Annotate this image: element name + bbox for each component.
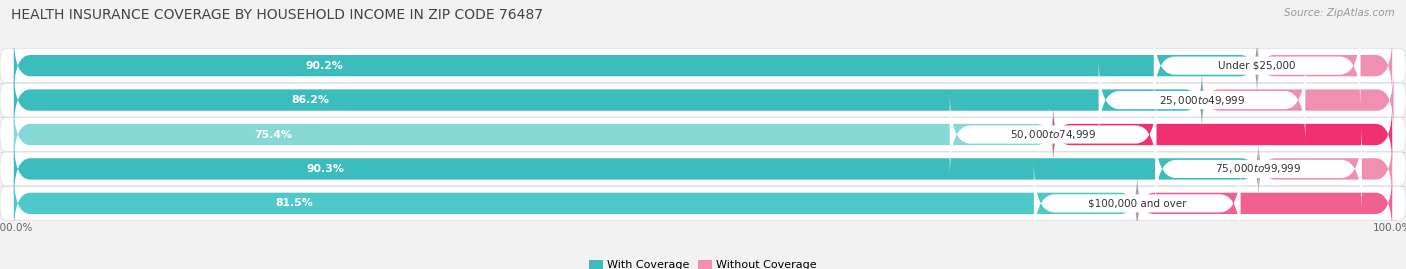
FancyBboxPatch shape	[14, 35, 1257, 96]
FancyBboxPatch shape	[0, 118, 1406, 151]
Text: $50,000 to $74,999: $50,000 to $74,999	[1010, 128, 1097, 141]
FancyBboxPatch shape	[1258, 138, 1392, 200]
FancyBboxPatch shape	[0, 49, 1406, 83]
Text: 90.3%: 90.3%	[307, 164, 344, 174]
FancyBboxPatch shape	[0, 83, 1406, 117]
FancyBboxPatch shape	[1154, 23, 1361, 108]
FancyBboxPatch shape	[14, 104, 1053, 165]
Text: 86.2%: 86.2%	[292, 95, 330, 105]
Text: $100,000 and over: $100,000 and over	[1088, 198, 1187, 208]
FancyBboxPatch shape	[1202, 69, 1393, 131]
Text: 90.2%: 90.2%	[305, 61, 343, 71]
FancyBboxPatch shape	[0, 186, 1406, 220]
Text: 75.4%: 75.4%	[254, 129, 292, 140]
Legend: With Coverage, Without Coverage: With Coverage, Without Coverage	[589, 260, 817, 269]
FancyBboxPatch shape	[1137, 173, 1392, 234]
FancyBboxPatch shape	[1098, 58, 1305, 143]
FancyBboxPatch shape	[1156, 126, 1362, 211]
Text: $75,000 to $99,999: $75,000 to $99,999	[1215, 162, 1302, 175]
Text: 81.5%: 81.5%	[276, 198, 314, 208]
FancyBboxPatch shape	[14, 138, 1258, 200]
FancyBboxPatch shape	[0, 152, 1406, 186]
Text: HEALTH INSURANCE COVERAGE BY HOUSEHOLD INCOME IN ZIP CODE 76487: HEALTH INSURANCE COVERAGE BY HOUSEHOLD I…	[11, 8, 543, 22]
FancyBboxPatch shape	[1053, 104, 1392, 165]
FancyBboxPatch shape	[14, 69, 1202, 131]
FancyBboxPatch shape	[14, 173, 1137, 234]
FancyBboxPatch shape	[949, 92, 1157, 177]
Text: Under $25,000: Under $25,000	[1219, 61, 1296, 71]
FancyBboxPatch shape	[1257, 35, 1392, 96]
Text: Source: ZipAtlas.com: Source: ZipAtlas.com	[1284, 8, 1395, 18]
FancyBboxPatch shape	[1033, 161, 1240, 246]
Text: $25,000 to $49,999: $25,000 to $49,999	[1159, 94, 1246, 107]
